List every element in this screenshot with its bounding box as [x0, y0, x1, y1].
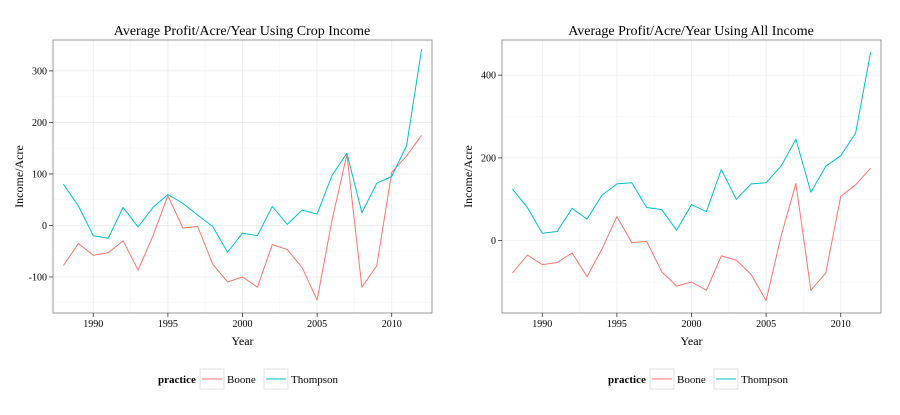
gridlines — [502, 40, 881, 313]
y-tick-label: -100 — [29, 272, 47, 283]
y-tick-label: 300 — [32, 66, 47, 77]
x-tick-label: 2000 — [233, 319, 253, 330]
x-tick-label: 1990 — [532, 319, 552, 330]
y-tick-label: 0 — [42, 221, 47, 232]
chart-title: Average Profit/Acre/Year Using All Incom… — [568, 24, 814, 39]
chart-1: 1990 1995 2000 2005 2010 -100 0 100 200 300 Averag… — [12, 24, 433, 390]
series-line-thompson — [512, 52, 872, 234]
legend-label-thompson: Thompson — [741, 374, 789, 386]
x-tick-label: 2010 — [831, 319, 851, 330]
x-tick-label: 2010 — [382, 319, 402, 330]
y-axis-label: Income/Acre — [461, 145, 475, 208]
series-line-boone — [512, 167, 871, 302]
legend-label-boone: Boone — [677, 374, 706, 386]
chart-title: Average Profit/Acre/Year Using Crop Inco… — [114, 24, 370, 39]
y-axis-label: Income/Acre — [12, 145, 26, 208]
series-line-thompson — [62, 49, 423, 253]
legend-title: practice — [608, 374, 646, 386]
x-tick-label: 2000 — [682, 319, 702, 330]
x-tick-label: 2005 — [307, 319, 327, 330]
legend: practice Boone Thompson — [608, 368, 789, 390]
y-axis: -100 0 100 200 300 — [29, 66, 53, 283]
chart-2: 1990 1995 2000 2005 2010 0 200 400 Average Profi… — [461, 24, 882, 390]
series-line-boone — [62, 135, 423, 301]
x-tick-label: 2005 — [756, 319, 776, 330]
x-tick-label: 1995 — [158, 319, 178, 330]
y-axis: 0 200 400 — [481, 71, 502, 247]
x-axis: 1990 1995 2000 2005 2010 — [83, 313, 402, 330]
y-tick-label: 400 — [481, 71, 496, 82]
x-axis-label: Year — [680, 334, 702, 348]
x-tick-label: 1990 — [83, 319, 103, 330]
legend-label-thompson: Thompson — [291, 374, 339, 386]
x-axis: 1990 1995 2000 2005 2010 — [532, 313, 851, 330]
legend-label-boone: Boone — [227, 374, 256, 386]
legend-title: practice — [158, 374, 196, 386]
y-tick-label: 100 — [32, 169, 47, 180]
y-tick-label: 200 — [481, 153, 496, 164]
legend: practice Boone Thompson — [158, 368, 339, 390]
x-tick-label: 1995 — [607, 319, 627, 330]
x-axis-label: Year — [231, 334, 253, 348]
y-tick-label: 0 — [491, 236, 496, 247]
y-tick-label: 200 — [32, 118, 47, 129]
